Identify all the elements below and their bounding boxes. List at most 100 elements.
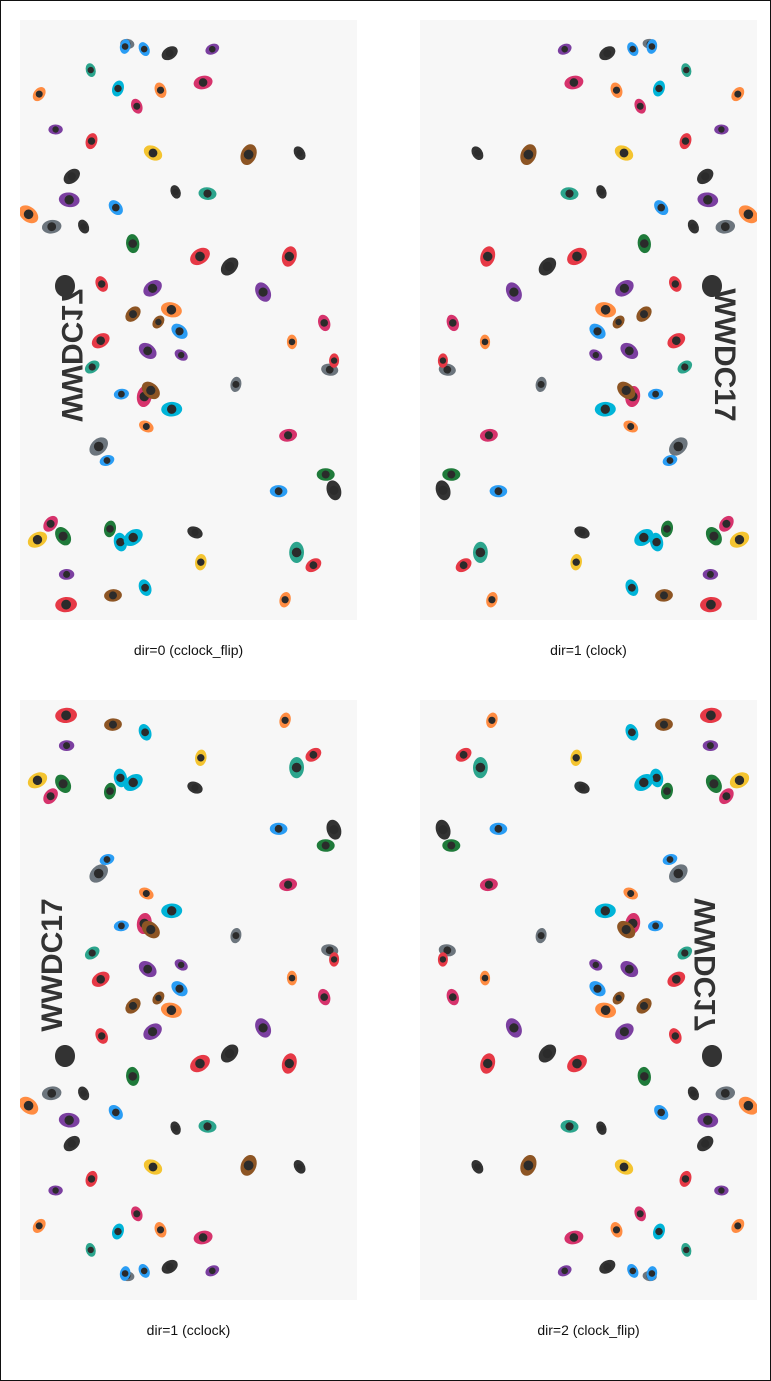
person-figure	[610, 1222, 623, 1238]
person-figure	[138, 579, 152, 596]
person-figure	[599, 1259, 616, 1274]
person-figure	[435, 480, 451, 501]
person-figure	[125, 998, 141, 1014]
person-figure	[623, 420, 638, 433]
person-figure	[85, 1170, 98, 1187]
person-figure	[687, 219, 699, 234]
person-figure	[160, 302, 182, 318]
person-figure	[636, 306, 652, 322]
person-figure	[489, 485, 508, 498]
person-figure	[634, 528, 654, 547]
person-figure	[32, 87, 46, 102]
person-figure	[471, 146, 484, 161]
person-figure	[653, 80, 665, 97]
person-figure	[596, 185, 607, 199]
wwdc17-logo-text: WWDC17	[55, 288, 88, 421]
person-figure	[486, 591, 498, 608]
person-figure	[646, 39, 658, 54]
person-figure	[557, 1265, 572, 1277]
person-figure	[32, 1218, 46, 1233]
person-figure	[329, 353, 340, 368]
person-figure	[612, 315, 625, 329]
person-figure	[617, 920, 636, 939]
apple-logo-icon	[55, 1045, 75, 1067]
person-figure	[649, 768, 664, 788]
person-figure	[697, 1112, 719, 1128]
person-figure	[293, 1159, 306, 1174]
person-figure	[637, 1066, 651, 1086]
wwdc17-logo-text: WWDC17	[708, 288, 741, 421]
person-figure	[535, 927, 547, 944]
person-figure	[679, 1170, 692, 1187]
person-figure	[143, 1159, 163, 1175]
person-figure	[95, 276, 108, 292]
person-figure	[442, 839, 461, 852]
person-figure	[617, 381, 636, 400]
panel-caption: dir=2 (clock_flip)	[537, 1322, 640, 1338]
person-figure	[557, 43, 572, 55]
person-figure	[170, 1121, 181, 1135]
person-figure	[479, 428, 498, 442]
person-figure	[589, 349, 603, 361]
person-figure	[574, 526, 590, 539]
person-figure	[570, 749, 582, 766]
person-figure	[538, 1044, 557, 1063]
person-figure	[681, 63, 692, 77]
person-figure	[174, 349, 188, 361]
person-figure	[41, 1086, 62, 1101]
person-figure	[596, 1121, 607, 1135]
person-figure	[85, 133, 98, 150]
person-figure	[625, 724, 639, 741]
image-panel-dir1-clock: WWDC17	[420, 20, 757, 620]
person-figure	[58, 192, 80, 208]
person-figure	[84, 946, 100, 960]
person-figure	[58, 740, 75, 752]
wwdc17-logo-text: WWDC17	[689, 898, 722, 1031]
person-figure	[620, 961, 639, 978]
apple-logo-icon	[55, 275, 75, 297]
person-figure	[108, 1104, 123, 1120]
person-figure	[655, 589, 673, 602]
person-figure	[594, 401, 616, 417]
person-figure	[623, 887, 638, 900]
person-figure	[677, 946, 693, 960]
person-figure	[589, 959, 603, 971]
person-figure	[255, 282, 272, 302]
person-figure	[697, 1135, 714, 1152]
person-figure	[279, 878, 298, 892]
person-figure	[455, 558, 472, 573]
person-figure	[126, 234, 140, 254]
person-figure	[119, 1266, 131, 1281]
wwdc-crowd-image: WWDC17	[435, 38, 757, 613]
person-figure	[738, 1096, 757, 1115]
person-figure	[255, 1018, 272, 1038]
person-figure	[230, 376, 242, 393]
person-figure	[279, 591, 291, 608]
person-figure	[326, 819, 342, 840]
person-figure	[437, 952, 448, 967]
person-figure	[505, 282, 522, 302]
person-figure	[305, 558, 322, 573]
person-figure	[700, 596, 722, 613]
person-figure	[669, 276, 682, 292]
person-figure	[574, 781, 590, 794]
person-figure	[161, 46, 178, 61]
person-figure	[84, 360, 100, 374]
person-figure	[715, 219, 736, 234]
person-figure	[705, 774, 722, 794]
person-figure	[198, 187, 217, 200]
person-figure	[190, 1054, 210, 1073]
person-figure	[564, 75, 584, 90]
person-figure	[193, 75, 213, 90]
person-figure	[63, 1135, 80, 1152]
person-figure	[731, 1218, 745, 1233]
person-figure	[634, 98, 646, 114]
person-figure	[479, 970, 491, 986]
person-figure	[279, 428, 298, 442]
person-figure	[113, 388, 129, 400]
person-figure	[190, 247, 210, 266]
person-figure	[279, 712, 291, 729]
person-figure	[41, 219, 62, 234]
person-figure	[471, 1159, 484, 1174]
person-figure	[141, 920, 160, 939]
